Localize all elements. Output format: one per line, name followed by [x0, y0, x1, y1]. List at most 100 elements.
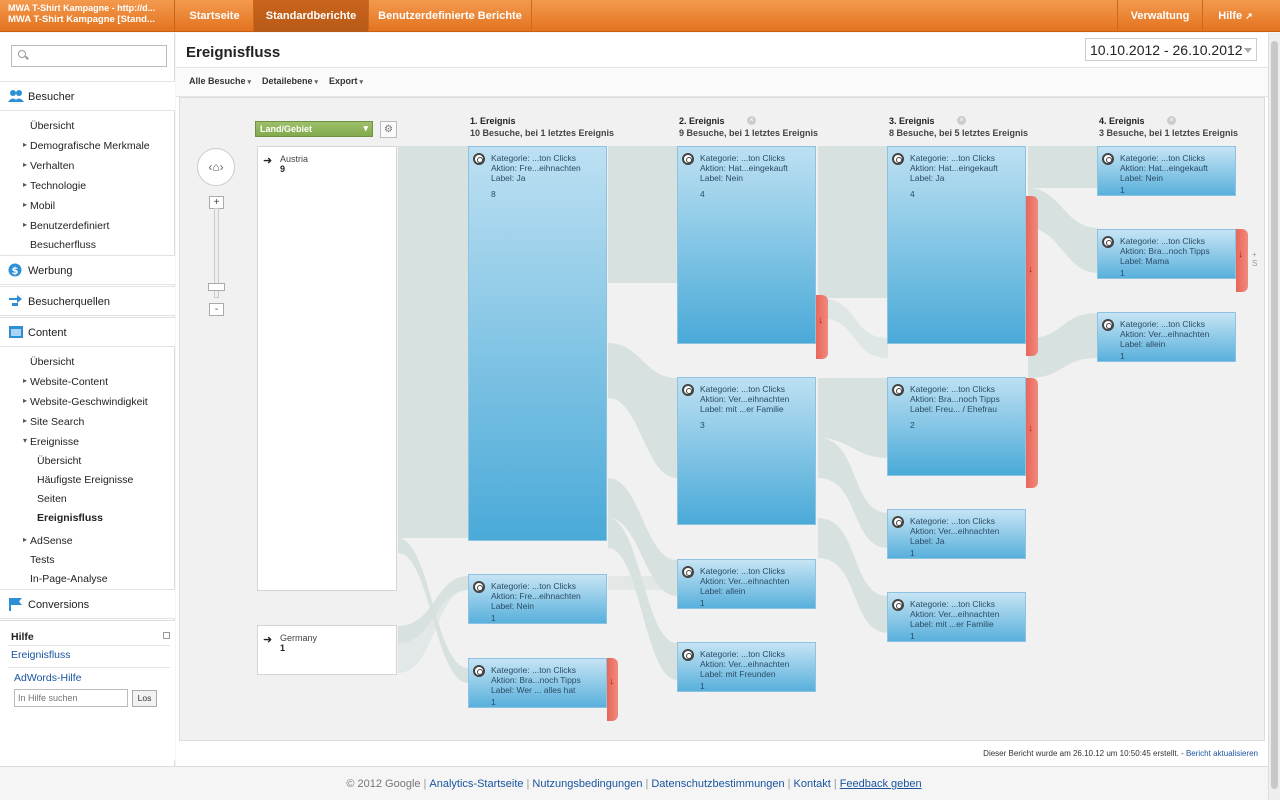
country-node-austria[interactable]: ➜ Austria 9 [257, 146, 397, 591]
traffic-sources-icon [9, 295, 22, 306]
verwaltung-link[interactable]: Verwaltung [1117, 0, 1202, 32]
event-icon [892, 516, 904, 528]
event-label: Label: Ja [910, 173, 945, 183]
event-node[interactable]: Kategorie: ...ton Clicks Aktion: Hat...ei… [887, 146, 1026, 344]
dollar-icon: $ [8, 263, 22, 277]
sidebar-item-mobil[interactable]: Mobil [23, 200, 55, 212]
sidebar-section-werbung[interactable]: $ Werbung [0, 255, 175, 285]
footer-link-privacy[interactable]: Datenschutzbestimmungen [651, 778, 785, 790]
event-node[interactable]: Kategorie: ...ton Clicks Aktion: Hat...ei… [1097, 146, 1236, 196]
event-label: Label: Mama [1120, 256, 1170, 266]
sidebar-subitem-seiten[interactable]: Seiten [37, 493, 67, 505]
sidebar-item-uebersicht[interactable]: Übersicht [30, 120, 75, 132]
event-category: Kategorie: ...ton Clicks [700, 384, 786, 394]
adwords-help-link[interactable]: AdWords-Hilfe [14, 672, 82, 684]
dropoff-indicator[interactable]: ↓ [1026, 196, 1038, 356]
sidebar-item-besucherfluss[interactable]: Besucherfluss [30, 239, 96, 251]
account-selector[interactable]: MWA T-Shirt Kampagne - http://d... MWA T… [0, 0, 175, 32]
sidebar-section-besucherquellen[interactable]: Besucherquellen [0, 286, 175, 316]
sidebar-section-besucher[interactable]: Besucher [0, 81, 175, 111]
sidebar-item-site-search[interactable]: Site Search [23, 416, 84, 428]
country-node-germany[interactable]: ➜ Germany 1 [257, 625, 397, 675]
gear-icon[interactable]: ⚙ [380, 121, 397, 138]
event-node[interactable]: Kategorie: ...ton Clicks Aktion: Bra...no… [468, 658, 607, 708]
sidebar-item-content-uebersicht[interactable]: Übersicht [30, 356, 75, 368]
footer-link-feedback[interactable]: Feedback geben [839, 778, 922, 790]
event-node[interactable]: Kategorie: ...ton Clicks Aktion: Ver...ei… [677, 377, 816, 525]
dropoff-indicator[interactable]: ↓ [1236, 229, 1248, 292]
remove-column-icon[interactable]: × [1167, 116, 1176, 125]
tab-startseite[interactable]: Startseite [176, 0, 254, 32]
zoom-slider-handle[interactable] [208, 283, 225, 291]
tab-standardberichte[interactable]: Standardberichte [254, 0, 369, 32]
event-action: Aktion: Fre...eihnachten [491, 163, 581, 173]
event-count: 1 [910, 548, 915, 558]
sidebar-item-website-content[interactable]: Website-Content [23, 376, 108, 388]
date-range-picker[interactable]: 10.10.2012 - 26.10.2012 [1085, 38, 1257, 61]
vertical-scrollbar[interactable] [1268, 33, 1280, 800]
sidebar-item-tests[interactable]: Tests [30, 554, 55, 566]
dropoff-indicator[interactable]: ↓ [607, 658, 618, 721]
sidebar-item-benutzerdefiniert[interactable]: Benutzerdefiniert [23, 220, 109, 232]
footer-link-contact[interactable]: Kontakt [793, 778, 831, 790]
chevron-down-icon [1244, 48, 1252, 53]
export-dropdown[interactable]: Export [329, 76, 363, 86]
sidebar-item-verhalten[interactable]: Verhalten [23, 160, 74, 172]
footer-link-analytics-home[interactable]: Analytics-Startseite [429, 778, 524, 790]
sidebar-item-website-geschwindigkeit[interactable]: Website-Geschwindigkeit [23, 396, 148, 408]
sidebar-item-technologie[interactable]: Technologie [23, 180, 86, 192]
tab-benutzerdefinierte-berichte[interactable]: Benutzerdefinierte Berichte [369, 0, 532, 32]
zoom-out-button[interactable]: - [209, 303, 224, 316]
dimension-dropdown[interactable]: Land/Gebiet [255, 121, 373, 137]
event-category: Kategorie: ...ton Clicks [491, 153, 577, 163]
detail-level-dropdown[interactable]: Detailebene [262, 76, 318, 86]
event-node[interactable]: Kategorie: ...ton Clicks Aktion: Ver...ei… [677, 559, 816, 609]
more-steps-link[interactable]: + S [1252, 250, 1258, 268]
event-node[interactable]: Kategorie: ...ton Clicks Aktion: Bra...no… [1097, 229, 1236, 279]
sidebar-section-content[interactable]: Content [0, 317, 175, 347]
account-name: MWA T-Shirt Kampagne - http://d... [8, 3, 156, 13]
footer-link-terms[interactable]: Nutzungsbedingungen [532, 778, 643, 790]
sidebar-subitem-haeufigste-ereignisse[interactable]: Häufigste Ereignisse [37, 474, 134, 486]
sidebar-section-conversions[interactable]: Conversions [0, 589, 175, 619]
help-search-input[interactable] [14, 689, 128, 707]
sidebar-item-adsense[interactable]: AdSense [23, 535, 73, 547]
arrow-down-icon: ↓ [1028, 423, 1033, 434]
report-search-input[interactable] [11, 45, 167, 67]
sidebar-item-demografische-merkmale[interactable]: Demografische Merkmale [23, 140, 150, 152]
event-node[interactable]: Kategorie: ...ton Clicks Aktion: Ver...ei… [887, 592, 1026, 642]
collapse-icon[interactable] [163, 632, 170, 639]
refresh-report-link[interactable]: Bericht aktualisieren [1185, 749, 1258, 758]
sidebar-subitem-ereignisfluss[interactable]: Ereignisfluss [37, 512, 103, 524]
sidebar-item-ereignisse[interactable]: Ereignisse [23, 436, 79, 448]
segment-dropdown[interactable]: Alle Besuche [189, 76, 251, 86]
event-flow-diagram[interactable]: ‹⌂› + - Land/Gebiet ⚙ 1. Ereignis 10 Bes… [179, 97, 1265, 741]
event-icon [473, 153, 485, 165]
event-label: Label: allein [700, 586, 746, 596]
flag-icon [9, 598, 22, 611]
sidebar-subitem-uebersicht[interactable]: Übersicht [37, 455, 82, 467]
column-title: 1. Ereignis [470, 116, 516, 126]
sidebar-item-in-page-analyse[interactable]: In-Page-Analyse [30, 573, 108, 585]
event-node[interactable]: Kategorie: ...ton Clicks Aktion: Hat...ei… [677, 146, 816, 344]
help-search-button[interactable]: Los [132, 690, 157, 707]
scrollbar-thumb[interactable] [1271, 41, 1278, 789]
event-node[interactable]: Kategorie: ...ton Clicks Aktion: Ver...ei… [887, 509, 1026, 559]
event-icon [682, 566, 694, 578]
remove-column-icon[interactable]: × [957, 116, 966, 125]
remove-column-icon[interactable]: × [747, 116, 756, 125]
event-node[interactable]: Kategorie: ...ton Clicks Aktion: Fre...ei… [468, 574, 607, 624]
event-label: Label: Wer ... alles hat [491, 685, 576, 695]
home-pan-icon[interactable]: ‹⌂› [197, 148, 235, 186]
help-topic-link[interactable]: Ereignisfluss [11, 649, 71, 661]
event-node[interactable]: Kategorie: ...ton Clicks Aktion: Ver...ei… [1097, 312, 1236, 362]
event-count: 1 [700, 598, 705, 608]
zoom-slider-track[interactable] [214, 208, 219, 298]
hilfe-link[interactable]: Hilfe ↗ [1202, 0, 1268, 32]
event-node[interactable]: Kategorie: ...ton Clicks Aktion: Fre...ei… [468, 146, 607, 541]
event-node[interactable]: Kategorie: ...ton Clicks Aktion: Bra...no… [887, 377, 1026, 476]
event-node[interactable]: Kategorie: ...ton Clicks Aktion: Ver...ei… [677, 642, 816, 692]
event-label: Label: Ja [910, 536, 945, 546]
dropoff-indicator[interactable]: ↓ [816, 295, 828, 359]
dropoff-indicator[interactable]: ↓ [1026, 378, 1038, 488]
